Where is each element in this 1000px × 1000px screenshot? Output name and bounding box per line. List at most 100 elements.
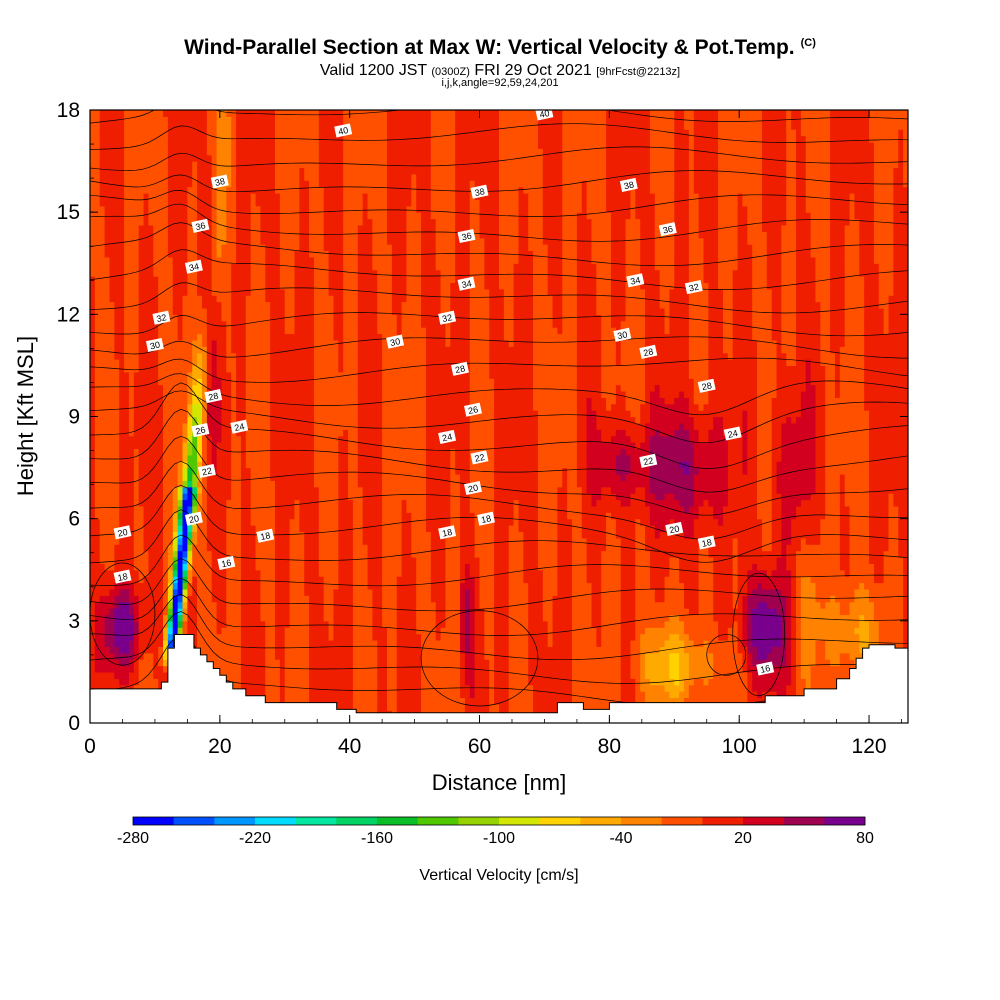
colorbar-swatch — [173, 817, 215, 825]
forecast-info: [9hrFcst@2213z] — [596, 66, 681, 78]
contour-label-text: 20 — [188, 513, 200, 525]
y-tick-label: 18 — [57, 99, 80, 122]
contour-label: 34 — [184, 259, 203, 274]
x-axis-label: Distance [nm] — [432, 770, 567, 795]
contour-label: 22 — [639, 453, 658, 468]
contour-label: 18 — [113, 569, 132, 584]
contour-label-text: 28 — [701, 380, 713, 392]
contour-label: 28 — [697, 378, 716, 393]
theta-contour — [90, 110, 908, 124]
contour-label-text: 28 — [207, 391, 219, 403]
contour-label: 34 — [457, 276, 476, 291]
contour-label: 20 — [184, 511, 203, 526]
contour-label-text: 28 — [642, 346, 654, 358]
contour-label: 36 — [191, 218, 210, 233]
contour-label-text: 38 — [623, 179, 635, 191]
colorbar-tick-label: -40 — [609, 830, 632, 847]
theta-contour — [90, 408, 908, 493]
plot-area: 40 40 38 38 38 36 36 36 34 34 34 32 32 32 30 30 30 28 28 28… — [90, 108, 908, 723]
theta-contour-closed — [420, 610, 539, 707]
valid-utc: (0300Z) — [431, 66, 470, 78]
theta-contour — [90, 123, 908, 150]
contour-label-text: 38 — [214, 176, 226, 188]
chart-title: Wind-Parallel Section at Max W: Vertical… — [184, 36, 816, 59]
contour-label-text: 18 — [259, 530, 271, 542]
colorbar-swatch — [214, 817, 256, 825]
colorbar-swatch — [295, 817, 337, 825]
contour-label-text: 18 — [117, 571, 129, 583]
contour-label: 24 — [723, 426, 742, 441]
contour-label: 28 — [204, 389, 223, 404]
contour-label-text: 34 — [461, 278, 473, 290]
colorbar-tick-label: 20 — [734, 830, 752, 847]
theta-contour-closed — [706, 634, 747, 676]
contour-label: 18 — [438, 525, 457, 540]
contour-label-text: 40 — [337, 125, 349, 137]
theta-contour — [90, 534, 908, 587]
colorbar-swatch — [417, 817, 459, 825]
theta-contour — [90, 146, 908, 171]
theta-contour-closed — [732, 572, 786, 697]
x-tick-label: 80 — [598, 735, 621, 758]
contour-label: 18 — [697, 535, 716, 550]
colorbar-swatch — [743, 817, 784, 825]
contour-label-text: 36 — [662, 224, 674, 236]
y-tick-label: 9 — [68, 406, 80, 429]
theta-contour — [90, 460, 908, 540]
theta-contour — [90, 312, 908, 337]
contour-label-text: 26 — [467, 404, 479, 416]
y-tick-label: 12 — [57, 303, 80, 326]
theta-contour — [90, 249, 908, 290]
theta-contour — [90, 509, 908, 564]
contour-label-text: 36 — [195, 220, 207, 232]
contour-label-text: 22 — [201, 466, 213, 478]
colorbar-frame — [132, 816, 866, 826]
contour-label-text: 22 — [642, 455, 654, 467]
colorbar: -280 -220 -160 -100 -40 20 80 — [117, 816, 874, 847]
colorbar-swatch — [133, 817, 174, 825]
contour-label-text: 18 — [480, 513, 492, 525]
contour-label: 22 — [197, 463, 216, 479]
contour-label-text: 32 — [156, 312, 168, 324]
colorbar-tick-label: -280 — [117, 830, 149, 847]
theta-contour — [90, 484, 908, 563]
theta-contour-closed — [90, 562, 156, 666]
contour-label-text: 22 — [474, 452, 486, 464]
contour-label-text: 24 — [441, 431, 453, 443]
y-tick-label: 0 — [68, 712, 80, 735]
colorbar-swatch — [783, 817, 825, 825]
contour-label-text: 40 — [539, 108, 551, 120]
colorbar-tick-label: 80 — [856, 830, 874, 847]
theta-contour — [90, 222, 908, 267]
x-tick-label: 100 — [722, 735, 757, 758]
colorbar-swatch — [702, 817, 744, 825]
contour-label-text: 38 — [474, 186, 486, 198]
contour-label-text: 32 — [688, 282, 700, 294]
colorbar-swatch — [621, 817, 662, 825]
x-tick-label: 40 — [338, 735, 361, 758]
contour-label-text: 18 — [701, 537, 713, 549]
x-tick-label: 0 — [84, 735, 96, 758]
colorbar-swatch — [336, 817, 378, 825]
x-tick-label: 60 — [468, 735, 491, 758]
contour-label: 24 — [230, 419, 249, 434]
colorbar-swatch — [377, 817, 418, 825]
theta-contour — [90, 282, 908, 314]
contour-label: 18 — [477, 511, 495, 526]
contour-label-text: 30 — [616, 329, 628, 341]
contour-label: 36 — [658, 222, 677, 237]
theta-contour — [90, 170, 908, 193]
theta-contour — [90, 203, 908, 242]
contour-label: 30 — [145, 337, 164, 353]
contour-label-text: 26 — [195, 425, 207, 437]
contour-label: 32 — [152, 310, 171, 325]
contour-label: 28 — [451, 361, 469, 376]
contour-label: 40 — [535, 108, 554, 121]
y-tick-label: 6 — [68, 508, 80, 531]
x-tick-label: 120 — [852, 735, 887, 758]
theta-contour — [90, 390, 908, 444]
copyright-mark: (C) — [800, 37, 816, 49]
theta-contour — [90, 577, 908, 636]
colorbar-swatch — [824, 817, 866, 825]
contour-label: 20 — [113, 525, 132, 540]
